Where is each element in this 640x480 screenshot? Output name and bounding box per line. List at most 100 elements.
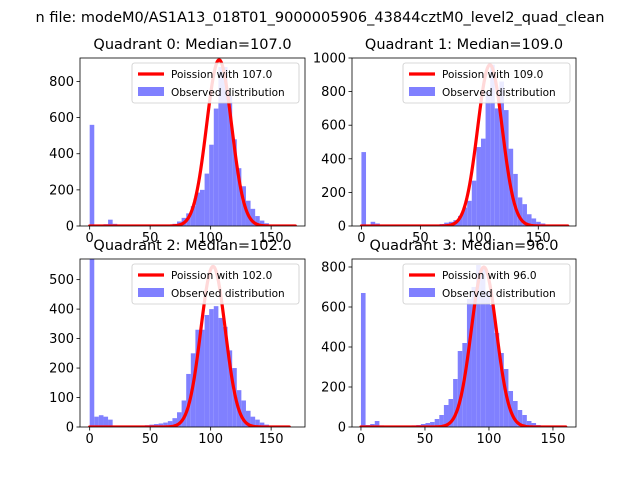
hist-bar	[522, 204, 527, 226]
hist-bar	[255, 419, 260, 427]
y-tick-label: 500	[49, 273, 74, 288]
hist-bar	[200, 189, 205, 226]
hist-bar	[241, 400, 246, 427]
hist-bar	[108, 219, 113, 226]
axes-frame	[351, 258, 577, 428]
hist-bar	[255, 216, 260, 226]
hist-bar	[250, 208, 256, 226]
subplot-quadrant-0: 0 50 100 150 0 200 400 600 800 Quadrant 0: Median…	[49, 37, 306, 246]
hist-bar	[531, 423, 537, 427]
legend-hist-swatch	[138, 87, 164, 96]
hist-bar	[494, 333, 500, 427]
hist-bar	[250, 416, 256, 427]
hist-bar	[89, 124, 95, 226]
hist-bar	[466, 299, 472, 427]
hist-bar	[89, 259, 95, 427]
legend-hist-swatch	[138, 288, 164, 297]
legend-hist-label: Observed distribution	[171, 87, 285, 99]
legend-curve-label: Poission with 107.0	[171, 69, 272, 81]
hist-bar	[494, 108, 500, 226]
subplot-title: Quadrant 3: Median=96.0	[370, 238, 559, 254]
hist-bar	[209, 144, 214, 226]
y-tick-label: 0	[66, 421, 74, 436]
hist-bar	[439, 415, 444, 427]
hist-bar	[108, 419, 113, 427]
hist-bar	[172, 418, 178, 427]
hist-bar	[522, 415, 527, 427]
legend-curve-label: Poission with 96.0	[442, 270, 537, 282]
subplot-title: Quadrant 0: Median=107.0	[93, 37, 291, 53]
hist-bar	[177, 412, 182, 427]
hist-bar	[517, 410, 523, 427]
x-tick-label: 0	[86, 432, 94, 447]
legend-hist-swatch	[409, 87, 435, 96]
y-tick-label: 200	[321, 381, 346, 396]
hist-bar	[360, 293, 366, 427]
subplot-title: Quadrant 1: Median=109.0	[365, 37, 563, 53]
x-tick-label: 50	[142, 432, 159, 447]
hist-bar	[103, 416, 109, 427]
hist-bar	[536, 221, 541, 226]
hist-bar	[181, 400, 187, 427]
legend-frame	[402, 62, 571, 104]
hist-bar	[467, 200, 472, 226]
hist-bar	[222, 326, 228, 427]
hist-bar	[526, 421, 532, 427]
hist-bar	[370, 221, 376, 226]
hist-bar	[204, 315, 210, 427]
hist-bar	[227, 95, 233, 226]
legend-curve-label: Poission with 109.0	[442, 69, 543, 81]
hist-bar	[190, 206, 196, 226]
x-tick-label: 150	[259, 231, 284, 246]
hist-bar	[213, 306, 219, 427]
x-tick-label: 150	[541, 432, 566, 447]
subplot-quadrant-1: 0 50 100 150 0 200 400 600 800 1000 Quadrant 1: Me…	[313, 37, 577, 246]
hist-bar	[259, 422, 265, 427]
hist-bar	[480, 269, 486, 427]
hist-bar	[236, 168, 242, 226]
hist-bar	[517, 197, 523, 226]
hist-bar	[526, 214, 532, 226]
hist-bar	[448, 399, 454, 427]
legend-curve-label: Poission with 102.0	[171, 270, 272, 282]
x-tick-label: 100	[198, 432, 223, 447]
hist-bar	[209, 309, 214, 427]
y-tick-label: 400	[321, 152, 346, 167]
hist-bar	[195, 329, 200, 427]
legend: Poission with 96.0 Observed distribution	[402, 263, 571, 305]
x-tick-label: 50	[412, 231, 429, 246]
x-tick-label: 150	[526, 231, 551, 246]
x-tick-label: 0	[357, 231, 365, 246]
y-tick-label: 200	[49, 362, 74, 377]
hist-bar	[204, 173, 210, 226]
y-tick-label: 300	[49, 332, 74, 347]
hist-bar	[457, 215, 463, 226]
y-tick-label: 0	[338, 421, 346, 436]
hist-bar	[471, 180, 477, 226]
hist-bar	[425, 423, 431, 427]
hist-bar	[476, 147, 481, 226]
y-tick-label: 400	[321, 341, 346, 356]
legend: Poission with 109.0 Observed distribution	[402, 62, 571, 104]
hist-bar	[245, 410, 251, 427]
hist-bar	[98, 415, 104, 427]
hist-bar	[531, 218, 537, 226]
y-tick-label: 0	[66, 220, 74, 235]
x-tick-label: 100	[477, 432, 502, 447]
hist-bar	[259, 220, 265, 226]
hist-bar	[158, 423, 164, 427]
y-tick-label: 0	[338, 220, 346, 235]
hist-bar	[480, 138, 486, 226]
legend-frame	[402, 263, 571, 305]
subplot-quadrant-2: 0 50 100 150 0 100 200 300 400 500 Quadrant 2: Med…	[49, 238, 306, 447]
poisson-curve	[88, 58, 297, 226]
hist-bar	[457, 351, 463, 427]
hist-bar	[195, 192, 200, 226]
axes-frame	[79, 57, 306, 227]
subplot-title: Quadrant 2: Median=102.0	[93, 238, 291, 254]
y-tick-label: 600	[321, 301, 346, 316]
x-tick-label: 100	[467, 231, 492, 246]
hist-bar	[513, 401, 518, 427]
y-tick-label: 800	[321, 85, 346, 100]
hist-bar	[374, 421, 380, 427]
